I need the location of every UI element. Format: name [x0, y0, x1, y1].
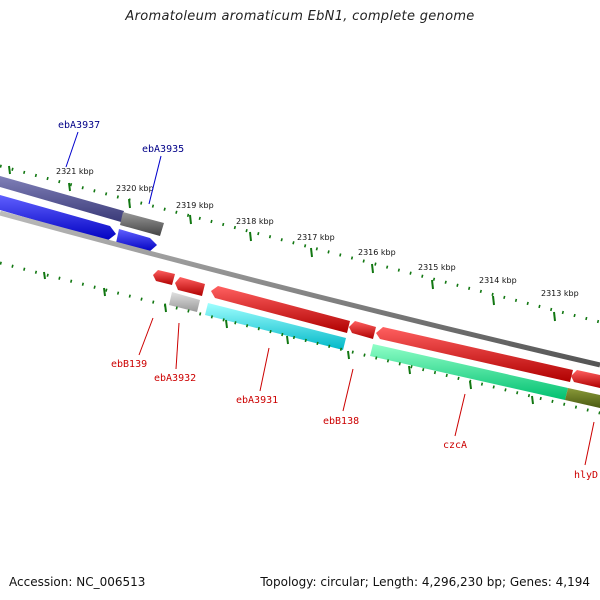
gene-label-ebB139: ebB139 — [111, 359, 147, 370]
gene-feature — [169, 292, 200, 312]
map-title: Aromatoleum aromaticum EbN1, complete ge… — [125, 9, 475, 24]
kbp-label: 2319 kbp — [176, 201, 214, 210]
tick-row-lower — [0, 261, 600, 415]
minor-tick — [103, 287, 106, 297]
gene-label-hlyD: hlyD — [574, 470, 598, 481]
major-tick — [310, 247, 313, 258]
major-tick — [128, 198, 131, 209]
leader-line — [454, 393, 466, 437]
major-tick — [492, 295, 495, 306]
leader-line — [148, 155, 162, 205]
major-tick — [431, 279, 434, 290]
minor-tick — [531, 395, 534, 405]
kbp-label: 2320 kbp — [116, 184, 154, 193]
gene-feature — [0, 176, 124, 222]
gene-feature — [565, 388, 600, 408]
major-tick — [189, 214, 192, 225]
gene-label-ebA3931: ebA3931 — [236, 395, 278, 406]
accession-text: Accession: NC_006513 — [9, 575, 146, 589]
kbp-label: 2321 kbp — [56, 167, 94, 176]
minor-tick — [469, 380, 472, 390]
leader-lines — [65, 131, 595, 466]
gene-feature — [571, 370, 600, 388]
gene-feature — [153, 270, 175, 285]
gene-feature — [175, 277, 205, 296]
minor-tick — [408, 365, 411, 375]
gene-label-czcA: czcA — [443, 440, 467, 451]
kbp-label: 2318 kbp — [236, 217, 274, 226]
kbp-label: 2314 kbp — [479, 276, 517, 285]
leader-line — [65, 131, 79, 168]
kbp-label: 2316 kbp — [358, 248, 396, 257]
minor-tick — [164, 303, 167, 313]
minor-tick — [225, 319, 228, 329]
major-tick — [8, 165, 11, 175]
gene-label-ebB138: ebB138 — [323, 416, 359, 427]
gene-feature — [370, 344, 568, 400]
minor-tick — [43, 271, 46, 280]
gene-feature — [0, 195, 116, 241]
kbp-scale: 2321 kbp 2320 kbp 2319 kbp 2318 kbp 2317… — [8, 165, 579, 322]
genome-backbone — [0, 210, 600, 368]
gene-feature — [205, 303, 346, 350]
kbp-label: 2313 kbp — [541, 289, 579, 298]
major-tick — [371, 263, 374, 274]
gene-label-ebA3937: ebA3937 — [58, 120, 100, 131]
forward-features — [0, 176, 164, 252]
gene-labels: ebA3937 ebA3935 ebB139 ebA3932 ebA3931 e… — [58, 120, 598, 481]
kbp-label: 2315 kbp — [418, 263, 456, 272]
gene-feature — [116, 229, 157, 252]
major-tick — [249, 231, 252, 242]
leader-line — [259, 347, 270, 392]
gene-label-ebA3932: ebA3932 — [154, 373, 196, 384]
reverse-features — [153, 270, 600, 408]
tick-row-upper — [0, 164, 600, 324]
gene-label-ebA3935: ebA3935 — [142, 144, 184, 155]
minor-tick — [286, 335, 289, 345]
minor-tick — [347, 350, 350, 360]
leader-line — [138, 317, 154, 356]
gene-feature — [376, 327, 573, 382]
leader-line — [175, 322, 180, 370]
genome-summary-text: Topology: circular; Length: 4,296,230 bp… — [260, 575, 590, 589]
major-tick — [68, 182, 71, 192]
leader-line — [342, 368, 354, 412]
gene-feature — [349, 321, 376, 339]
leader-line — [584, 421, 595, 466]
kbp-label: 2317 kbp — [297, 233, 335, 242]
gene-feature — [120, 212, 164, 236]
major-tick — [553, 311, 556, 322]
gene-feature — [211, 286, 350, 333]
